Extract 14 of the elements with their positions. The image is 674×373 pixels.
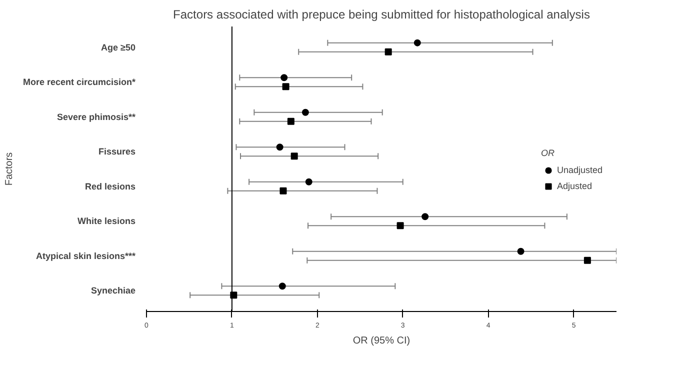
y-tick-label: Severe phimosis** xyxy=(56,112,136,122)
y-tick-label: Atypical skin lesions*** xyxy=(36,250,136,261)
y-tick-label: Fissures xyxy=(98,146,136,157)
legend-title: OR xyxy=(541,148,556,158)
y-tick-label: Synechiae xyxy=(90,286,136,296)
x-axis-title: OR (95% CI) xyxy=(352,336,410,346)
y-tick-label: Red lesions xyxy=(84,181,136,192)
y-tick-label: Age ≥50 xyxy=(101,42,136,52)
legend-label: Adjusted xyxy=(557,181,592,191)
y-axis-title: Factors xyxy=(4,152,15,186)
y-tick-label: More recent circumcision* xyxy=(22,77,136,88)
y-tick-label: White lesions xyxy=(77,216,136,226)
chart-title: Factors associated with prepuce being submitted for histopathological analysis xyxy=(173,8,590,22)
legend-label: Unadjusted xyxy=(557,165,603,175)
